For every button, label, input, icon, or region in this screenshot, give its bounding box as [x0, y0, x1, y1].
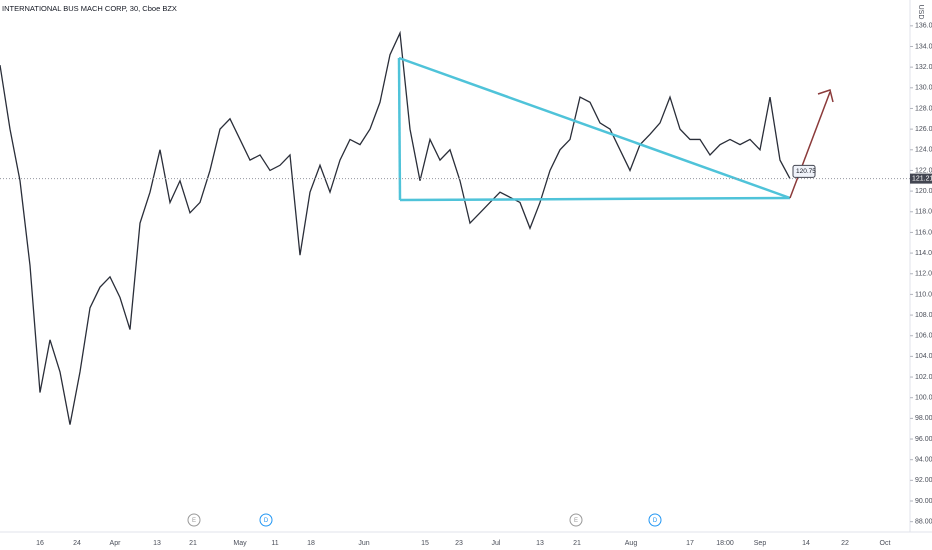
y-tick-label: 106.00 — [915, 333, 932, 340]
drawings — [397, 56, 834, 202]
x-tick-label: Jul — [492, 540, 501, 547]
y-tick-label: 108.00 — [915, 312, 932, 319]
y-tick-label: 134.00 — [915, 43, 932, 50]
y-tick-label: 100.00 — [915, 395, 932, 402]
x-tick-label: 17 — [686, 540, 694, 547]
chart-title: INTERNATIONAL BUS MACH CORP, 30, Cboe BZ… — [2, 4, 177, 13]
x-tick-label: May — [233, 540, 247, 547]
event-label: E — [574, 518, 578, 524]
y-tick-label: 110.00 — [915, 291, 932, 298]
trend-line — [397, 57, 402, 201]
y-tick-label: 112.00 — [915, 271, 932, 278]
event-label: D — [264, 518, 269, 524]
y-tick-label: 118.00 — [915, 209, 932, 216]
x-tick-label: 23 — [455, 540, 463, 547]
y-tick-label: 104.00 — [915, 353, 932, 360]
x-tick-label: 22 — [841, 540, 849, 547]
x-tick-label: 18 — [307, 540, 315, 547]
event-marker — [259, 513, 273, 527]
y-tick-label: 126.00 — [915, 126, 932, 133]
last-price-label: 121.21 — [912, 175, 932, 182]
arrow-head — [817, 89, 834, 103]
trend-line — [398, 56, 791, 200]
y-tick-label: 124.00 — [915, 147, 932, 154]
y-tick-label: 122.00 — [915, 167, 932, 174]
x-tick-label: 11 — [271, 540, 278, 547]
arrow — [789, 91, 831, 199]
y-tick-label: 88.00 — [915, 519, 932, 526]
event-label: E — [192, 518, 196, 524]
y-tick-label: 98.00 — [915, 415, 932, 422]
last-price-box — [910, 173, 932, 184]
x-tick-label: 21 — [189, 540, 197, 547]
x-tick-label: 13 — [153, 540, 161, 547]
y-tick-label: 114.00 — [915, 250, 932, 257]
x-tick-label: Aug — [625, 540, 638, 547]
event-marker — [187, 513, 201, 527]
x-tick-label: 18:00 — [716, 540, 734, 547]
x-tick-label: 21 — [573, 540, 581, 547]
y-tick-label: 90.00 — [915, 498, 932, 505]
trend-line — [399, 196, 791, 202]
y-tick-label: 136.00 — [915, 23, 932, 30]
x-tick-label: Oct — [880, 540, 891, 547]
y-tick-label: 92.00 — [915, 477, 932, 484]
y-tick-label: 102.00 — [915, 374, 932, 381]
currency: USD — [917, 5, 924, 20]
x-tick-label: 13 — [536, 540, 544, 547]
y-tick-label: 120.00 — [915, 188, 932, 195]
annotation-label: 120.75 — [796, 168, 816, 175]
price-line — [0, 30, 791, 425]
event-marker — [648, 513, 662, 527]
event-marker — [569, 513, 583, 527]
y-tick-label: 130.00 — [915, 85, 932, 92]
event-label: D — [653, 518, 658, 524]
x-tick-label: 24 — [73, 540, 81, 547]
x-tick-label: 15 — [421, 540, 429, 547]
y-tick-label: 128.00 — [915, 105, 932, 112]
x-tick-label: Jun — [358, 540, 369, 547]
y-tick-label: 116.00 — [915, 229, 932, 236]
annotation-box — [792, 164, 816, 178]
y-tick-label: 94.00 — [915, 457, 932, 464]
x-tick-label: Apr — [110, 540, 122, 547]
x-tick-label: 14 — [802, 540, 810, 547]
x-tick-label: Sep — [754, 540, 767, 547]
y-tick-label: 96.00 — [915, 436, 932, 443]
y-tick-label: 132.00 — [915, 64, 932, 71]
x-tick-label: 16 — [36, 540, 44, 547]
